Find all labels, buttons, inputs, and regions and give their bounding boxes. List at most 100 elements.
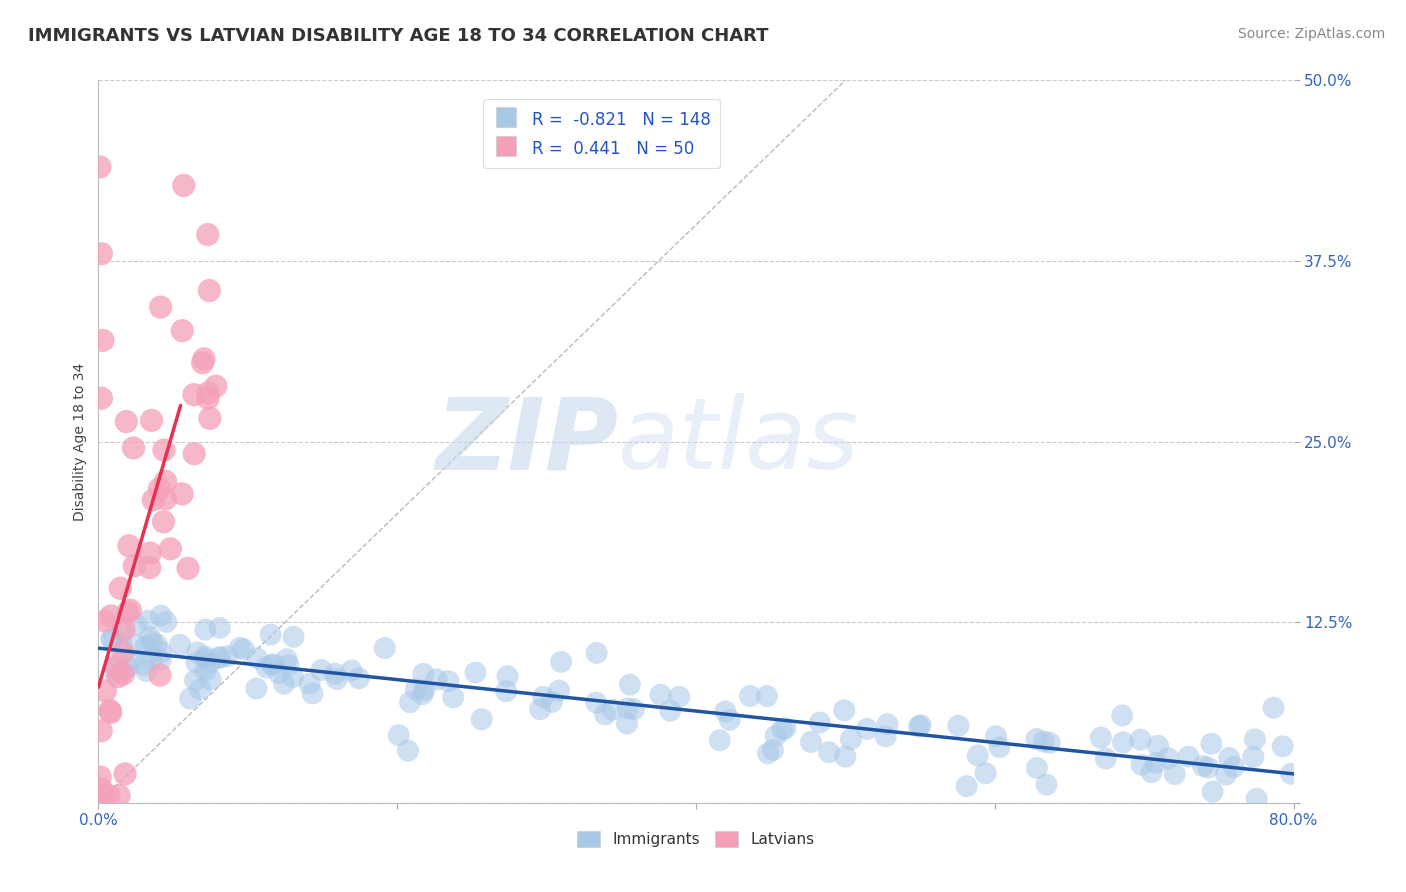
Point xyxy=(1025,761,1047,775)
Point xyxy=(155,475,177,489)
Point xyxy=(1111,708,1133,723)
Point xyxy=(177,561,200,575)
Point xyxy=(1244,732,1267,747)
Point xyxy=(277,658,299,673)
Point xyxy=(593,707,616,722)
Point xyxy=(110,626,132,640)
Point xyxy=(1192,759,1215,773)
Point xyxy=(464,665,486,680)
Point xyxy=(194,664,217,678)
Point xyxy=(298,676,321,690)
Point xyxy=(107,656,129,670)
Point xyxy=(326,672,349,686)
Point xyxy=(209,650,232,665)
Point xyxy=(104,666,127,681)
Point xyxy=(1090,731,1112,745)
Point xyxy=(100,632,122,647)
Point xyxy=(908,719,931,733)
Point xyxy=(650,688,672,702)
Point xyxy=(984,729,1007,743)
Point xyxy=(399,695,422,709)
Point xyxy=(148,482,170,496)
Point xyxy=(1279,766,1302,780)
Point xyxy=(101,632,124,646)
Point xyxy=(122,441,145,455)
Point xyxy=(413,683,436,698)
Point xyxy=(616,701,638,715)
Point xyxy=(426,673,449,687)
Text: ZIP: ZIP xyxy=(436,393,619,490)
Point xyxy=(762,743,785,757)
Point xyxy=(94,684,117,698)
Point xyxy=(1223,760,1246,774)
Point xyxy=(1140,765,1163,780)
Point xyxy=(283,630,305,644)
Point xyxy=(718,713,741,727)
Point xyxy=(110,581,132,595)
Point xyxy=(98,703,121,717)
Point xyxy=(1218,751,1240,765)
Point xyxy=(141,413,163,427)
Point xyxy=(184,673,207,688)
Point xyxy=(1144,756,1167,770)
Point xyxy=(800,735,823,749)
Point xyxy=(149,608,172,623)
Point xyxy=(260,657,283,672)
Point xyxy=(405,682,427,697)
Point xyxy=(529,702,551,716)
Point xyxy=(149,653,172,667)
Point xyxy=(183,387,205,401)
Point xyxy=(117,661,139,675)
Point xyxy=(1201,737,1223,751)
Point xyxy=(232,642,254,657)
Point xyxy=(155,615,177,629)
Point xyxy=(273,677,295,691)
Point xyxy=(141,634,163,648)
Point xyxy=(186,645,208,659)
Point xyxy=(311,663,333,677)
Point xyxy=(876,717,898,731)
Point xyxy=(198,656,221,670)
Point xyxy=(347,671,370,685)
Point xyxy=(172,324,194,338)
Point xyxy=(411,687,433,701)
Point xyxy=(246,651,269,665)
Point xyxy=(98,789,121,803)
Point xyxy=(709,733,731,747)
Point xyxy=(198,284,221,298)
Point xyxy=(541,695,564,709)
Point xyxy=(108,789,131,803)
Point xyxy=(135,639,157,653)
Point xyxy=(105,660,128,674)
Point xyxy=(135,664,157,678)
Point xyxy=(90,781,112,796)
Point xyxy=(832,703,855,717)
Point xyxy=(875,729,897,743)
Point xyxy=(111,645,134,659)
Point xyxy=(437,674,460,689)
Point xyxy=(839,732,862,747)
Point xyxy=(548,683,571,698)
Point xyxy=(186,656,208,670)
Point xyxy=(471,712,494,726)
Point xyxy=(585,696,607,710)
Point xyxy=(755,689,778,703)
Point xyxy=(616,716,638,731)
Point xyxy=(139,546,162,560)
Point xyxy=(136,614,159,628)
Point xyxy=(441,690,464,705)
Point xyxy=(91,334,114,348)
Point xyxy=(301,686,323,700)
Point xyxy=(1032,734,1054,748)
Point xyxy=(1215,767,1237,781)
Point xyxy=(100,706,122,720)
Point xyxy=(495,684,517,698)
Point xyxy=(153,443,176,458)
Point xyxy=(1039,736,1062,750)
Point xyxy=(112,623,135,637)
Point xyxy=(966,748,988,763)
Point xyxy=(1025,731,1047,746)
Point xyxy=(115,415,138,429)
Y-axis label: Disability Age 18 to 34: Disability Age 18 to 34 xyxy=(73,362,87,521)
Point xyxy=(259,627,281,641)
